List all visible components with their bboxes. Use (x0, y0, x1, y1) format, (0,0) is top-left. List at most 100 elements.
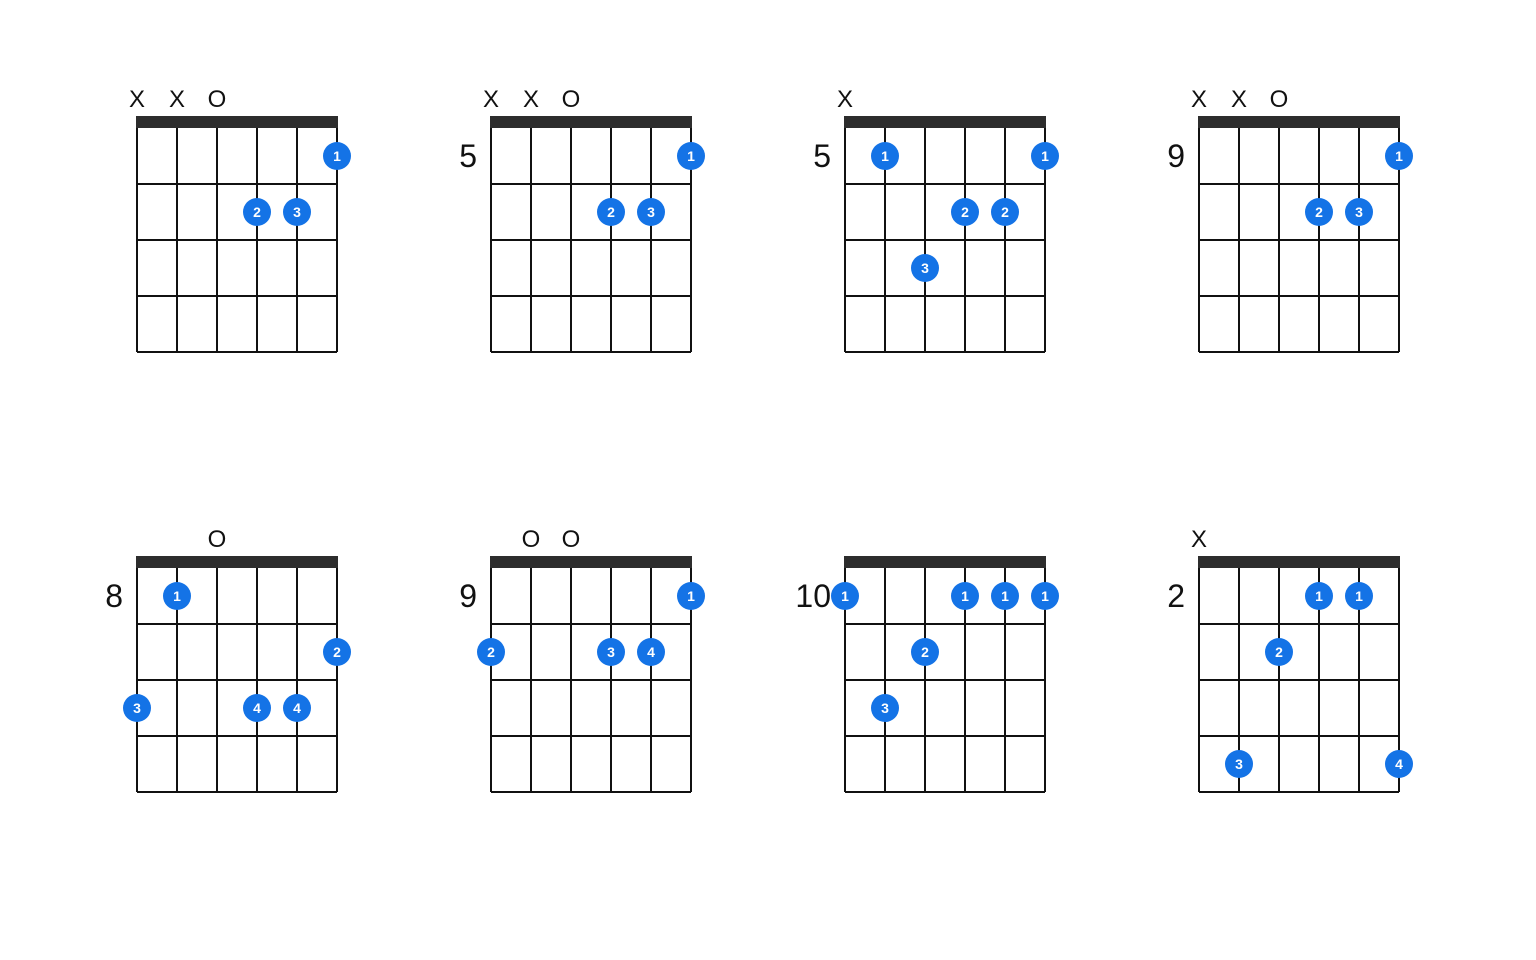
fret-wire (845, 791, 1045, 793)
nut (490, 116, 692, 128)
string-markers: XXO (137, 86, 337, 116)
fret-wire (137, 735, 337, 737)
finger-dot: 1 (677, 142, 705, 170)
fret-wire (845, 735, 1045, 737)
fret-wire (1199, 183, 1399, 185)
start-fret-label: 9 (459, 580, 477, 612)
fret-wire (491, 679, 691, 681)
finger-dot: 3 (283, 198, 311, 226)
finger-dot: 2 (1305, 198, 1333, 226)
nut (136, 556, 338, 568)
string-markers: X (1199, 526, 1399, 556)
finger-dot: 2 (951, 198, 979, 226)
finger-dot: 1 (323, 142, 351, 170)
finger-dot: 3 (637, 198, 665, 226)
fretboard: 812344 (137, 568, 337, 792)
start-fret-label: 2 (1167, 580, 1185, 612)
nut (844, 116, 1046, 128)
open-marker: O (208, 86, 227, 114)
finger-dot: 2 (911, 638, 939, 666)
fret-wire (845, 183, 1045, 185)
finger-dot: 1 (1385, 142, 1413, 170)
chord-cell: XXO9123 (1172, 80, 1426, 430)
open-marker: O (562, 86, 581, 114)
finger-dot: 1 (1031, 582, 1059, 610)
chord-cell: XXO 5123 (464, 80, 718, 430)
mute-marker: X (837, 86, 853, 114)
fret-wire (137, 679, 337, 681)
fret-wire (1199, 239, 1399, 241)
finger-dot: 2 (991, 198, 1019, 226)
fret-wire (491, 735, 691, 737)
chord-diagram: X211234 (1199, 526, 1399, 792)
start-fret-label: 5 (459, 140, 477, 172)
chord-cell: OO91234 (464, 520, 718, 870)
fret-wire (845, 239, 1045, 241)
open-marker: O (522, 526, 541, 554)
finger-dot: 2 (1265, 638, 1293, 666)
fret-wire (491, 791, 691, 793)
start-fret-label: 10 (795, 580, 831, 612)
finger-dot: 4 (1385, 750, 1413, 778)
nut (490, 556, 692, 568)
fret-wire (137, 183, 337, 185)
chord-grid: XXO123XXO5123X511223XXO9123O812344OO9123… (0, 0, 1536, 960)
fret-wire (137, 295, 337, 297)
fretboard: 5123 (491, 128, 691, 352)
mute-marker: X (523, 86, 539, 114)
finger-dot: 1 (951, 582, 979, 610)
finger-dot: 4 (637, 638, 665, 666)
fret-wire (845, 679, 1045, 681)
fret-wire (1199, 679, 1399, 681)
fret-wire (491, 295, 691, 297)
nut (1198, 116, 1400, 128)
fretboard: 91234 (491, 568, 691, 792)
finger-dot: 1 (677, 582, 705, 610)
fret-wire (1199, 735, 1399, 737)
chord-chart-page: XXO123XXO5123X511223XXO9123O812344OO9123… (0, 0, 1536, 960)
chord-diagram: XXO9123 (1199, 86, 1399, 352)
finger-dot: 3 (1345, 198, 1373, 226)
finger-dot: 1 (163, 582, 191, 610)
finger-dot: 3 (123, 694, 151, 722)
mute-marker: X (1191, 526, 1207, 554)
fret-wire (1199, 791, 1399, 793)
finger-dot: 1 (1345, 582, 1373, 610)
finger-dot: 1 (1305, 582, 1333, 610)
fret-wire (491, 183, 691, 185)
chord-diagram: 10111123 (845, 526, 1045, 792)
finger-dot: 4 (243, 694, 271, 722)
fret-wire (845, 295, 1045, 297)
chord-cell: X511223 (818, 80, 1072, 430)
finger-dot: 2 (243, 198, 271, 226)
fret-wire (137, 351, 337, 353)
finger-dot: 1 (871, 142, 899, 170)
fret-wire (1199, 295, 1399, 297)
finger-dot: 3 (1225, 750, 1253, 778)
chord-diagram: OO91234 (491, 526, 691, 792)
finger-dot: 1 (831, 582, 859, 610)
mute-marker: X (1231, 86, 1247, 114)
finger-dot: 2 (597, 198, 625, 226)
fretboard: 9123 (1199, 128, 1399, 352)
chord-cell: 10111123 (818, 520, 1072, 870)
open-marker: O (208, 526, 227, 554)
fret-wire (491, 239, 691, 241)
fret-wire (137, 791, 337, 793)
string-markers: O (137, 526, 337, 556)
fret-wire (491, 623, 691, 625)
nut (136, 116, 338, 128)
mute-marker: X (169, 86, 185, 114)
fret-wire (845, 351, 1045, 353)
fretboard: 511223 (845, 128, 1045, 352)
mute-marker: X (129, 86, 145, 114)
start-fret-label: 5 (813, 140, 831, 172)
chord-diagram: X511223 (845, 86, 1045, 352)
finger-dot: 1 (991, 582, 1019, 610)
fretboard: 10111123 (845, 568, 1045, 792)
nut (844, 556, 1046, 568)
string-markers: X (845, 86, 1045, 116)
fretboard: 211234 (1199, 568, 1399, 792)
string-markers: XXO (491, 86, 691, 116)
fret-wire (1199, 351, 1399, 353)
